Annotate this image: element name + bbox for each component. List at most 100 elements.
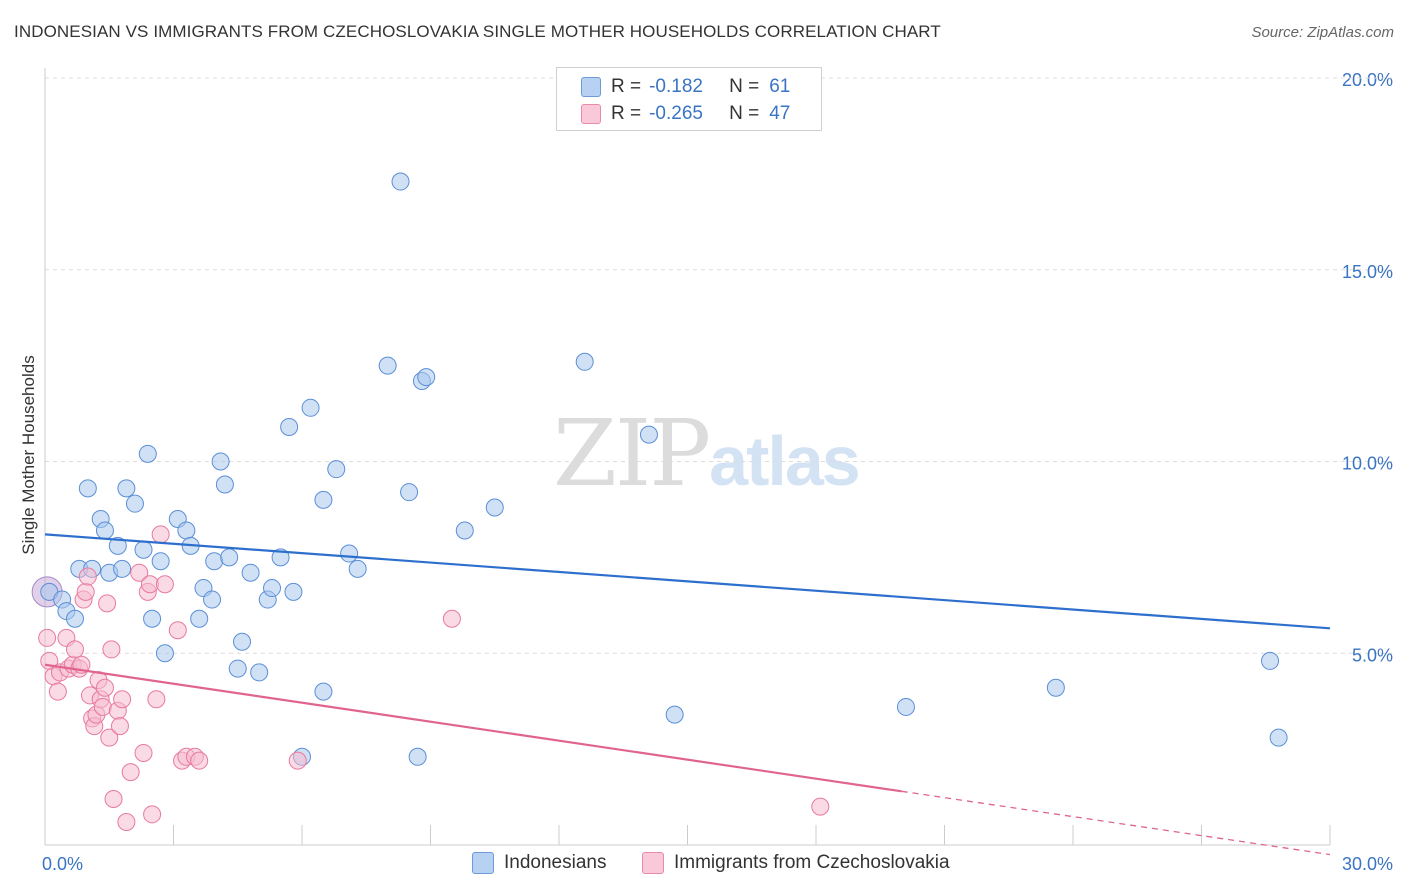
point-czechoslovakia (140, 575, 159, 594)
point-czechoslovakia (78, 567, 97, 586)
point-indonesians (485, 498, 504, 517)
point-indonesians (340, 544, 359, 563)
legend-item-czechoslovakia: Immigrants from Czechoslovakia (642, 852, 950, 874)
point-indonesians (151, 552, 170, 571)
legend-label-czechoslovakia: Immigrants from Czechoslovakia (674, 852, 950, 873)
legend-row-indonesians: R = -0.182 N = 61 (581, 75, 790, 99)
point-indonesians (896, 697, 915, 716)
point-indonesians (143, 609, 162, 628)
point-czechoslovakia (288, 751, 307, 770)
point-czechoslovakia (113, 690, 132, 709)
point-indonesians (314, 490, 333, 509)
point-indonesians (205, 552, 224, 571)
point-czechoslovakia (110, 717, 129, 736)
point-czechoslovakia (95, 678, 114, 697)
point-czechoslovakia (48, 682, 67, 701)
legend-n-label: N = (729, 76, 760, 97)
point-czechoslovakia (98, 594, 117, 613)
point-indonesians (391, 172, 410, 191)
point-indonesians (125, 494, 144, 513)
y-tick-label: 10.0% (1342, 454, 1393, 474)
point-czechoslovakia (143, 805, 162, 824)
legend-r-label: R = (611, 76, 642, 97)
legend-n-label: N = (729, 103, 760, 124)
point-czechoslovakia (76, 582, 95, 601)
point-czechoslovakia (121, 763, 140, 782)
y-tick-label: 15.0% (1342, 262, 1393, 282)
point-czechoslovakia (104, 789, 123, 808)
x-tick-label: 0.0% (42, 854, 83, 874)
legend-item-indonesians: Indonesians (472, 852, 606, 874)
y-tick-label: 20.0% (1342, 70, 1393, 90)
legend-n-value: 47 (769, 103, 791, 124)
point-indonesians (233, 632, 252, 651)
point-indonesians (400, 483, 419, 502)
point-indonesians (327, 460, 346, 479)
watermark: ZIPatlas (553, 400, 861, 507)
point-indonesians (220, 548, 239, 567)
point-czechoslovakia (151, 525, 170, 544)
point-indonesians (155, 644, 174, 663)
point-czechoslovakia (100, 728, 119, 747)
point-indonesians (117, 479, 136, 498)
point-indonesians (348, 559, 367, 578)
point-indonesians (95, 521, 114, 540)
point-indonesians (241, 563, 260, 582)
x-tick-label: 30.0% (1342, 854, 1393, 874)
legend-row-czechoslovakia: R = -0.265 N = 47 (581, 102, 790, 126)
point-czechoslovakia (134, 743, 153, 762)
point-czechoslovakia (168, 621, 187, 640)
point-indonesians (203, 590, 222, 609)
point-indonesians (190, 609, 209, 628)
point-indonesians (284, 582, 303, 601)
point-indonesians (78, 479, 97, 498)
correlation-legend: R = -0.182 N = 61 R = -0.265 N = 47 (556, 67, 822, 131)
legend-r-value: -0.265 (649, 103, 703, 124)
series-legend: Indonesians Immigrants from Czechoslovak… (0, 852, 1406, 876)
legend-r-label: R = (611, 103, 642, 124)
legend-swatch-pink (642, 852, 664, 874)
point-indonesians (408, 747, 427, 766)
point-indonesians (1261, 651, 1280, 670)
point-indonesians (1269, 728, 1288, 747)
legend-swatch-blue (581, 77, 601, 97)
source-credit: Source: ZipAtlas.com (1251, 24, 1394, 41)
point-indonesians (215, 475, 234, 494)
point-indonesians (211, 452, 230, 471)
point-indonesians (575, 352, 594, 371)
legend-label-indonesians: Indonesians (504, 852, 607, 873)
point-czechoslovakia (102, 640, 121, 659)
point-indonesians (65, 609, 84, 628)
trend-line-indonesians (44, 533, 1331, 630)
point-indonesians (314, 682, 333, 701)
legend-n-value: 61 (769, 76, 791, 97)
point-indonesians (1046, 678, 1065, 697)
point-czechoslovakia (811, 797, 830, 816)
trend-line-czechoslovakia (44, 663, 902, 793)
point-indonesians (455, 521, 474, 540)
point-czechoslovakia (442, 609, 461, 628)
legend-r-value: -0.182 (649, 76, 703, 97)
point-indonesians (378, 356, 397, 375)
point-indonesians (417, 368, 436, 387)
point-czechoslovakia (117, 812, 136, 831)
y-tick-label: 5.0% (1352, 645, 1393, 665)
point-indonesians (263, 579, 282, 598)
point-czechoslovakia (155, 575, 174, 594)
point-czechoslovakia (190, 751, 209, 770)
point-indonesians (228, 659, 247, 678)
point-indonesians (177, 521, 196, 540)
point-indonesians (138, 444, 157, 463)
point-indonesians (665, 705, 684, 724)
legend-swatch-pink (581, 104, 601, 124)
point-indonesians (250, 663, 269, 682)
point-czechoslovakia (65, 640, 84, 659)
point-czechoslovakia (38, 628, 57, 647)
legend-swatch-blue (472, 852, 494, 874)
point-indonesians (108, 536, 127, 555)
point-czechoslovakia (147, 690, 166, 709)
point-indonesians (113, 559, 132, 578)
chart-title: INDONESIAN VS IMMIGRANTS FROM CZECHOSLOV… (14, 22, 941, 41)
point-indonesians (639, 425, 658, 444)
